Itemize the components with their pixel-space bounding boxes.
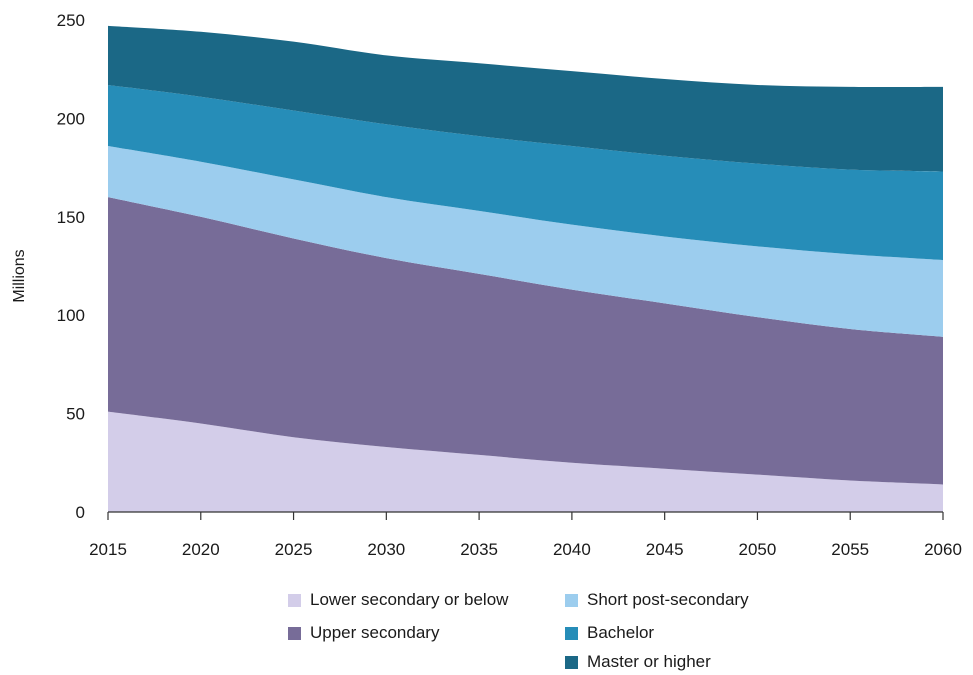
- y-tick-label: 250: [57, 11, 85, 30]
- x-tick-label: 2040: [553, 540, 591, 559]
- x-tick-label: 2055: [831, 540, 869, 559]
- legend-item-short-post-secondary: Short post-secondary: [565, 588, 749, 612]
- y-tick-label: 100: [57, 306, 85, 325]
- area-series-lower-secondary-or-below: [108, 411, 943, 512]
- legend-swatch-bachelor: [565, 626, 578, 640]
- legend-item-lower-secondary: Lower secondary or below: [288, 588, 508, 612]
- stacked-area-chart: 2015 2020 2025 2030 2035 2040 2045 2050 2055 2060…: [11, 11, 962, 559]
- legend: Lower secondary or below Upper secondary…: [288, 588, 848, 674]
- legend-label: Master or higher: [587, 652, 711, 671]
- y-tick-label: 50: [66, 405, 85, 424]
- y-tick-label: 0: [76, 503, 85, 522]
- x-axis-ticks: 2015 2020 2025 2030 2035 2040 2045 2050 2055 2060: [89, 512, 962, 559]
- legend-label: Bachelor: [587, 623, 655, 642]
- area-series-upper-secondary: [108, 197, 943, 485]
- y-tick-label: 200: [57, 109, 85, 128]
- y-axis-title: Millions: [11, 249, 28, 302]
- area-layers: [108, 25, 943, 512]
- legend-swatch-master-or-higher: [565, 655, 578, 669]
- legend-label: Upper secondary: [310, 623, 440, 642]
- legend-item-master-or-higher: Master or higher: [565, 650, 711, 674]
- x-tick-label: 2050: [739, 540, 777, 559]
- x-tick-label: 2020: [182, 540, 220, 559]
- area-series-bachelor: [108, 84, 943, 261]
- x-tick-label: 2015: [89, 540, 127, 559]
- area-series-master-or-higher: [108, 25, 943, 172]
- legend-item-upper-secondary: Upper secondary: [288, 621, 439, 645]
- legend-label: Lower secondary or below: [310, 590, 509, 609]
- legend-item-bachelor: Bachelor: [565, 621, 654, 645]
- legend-swatch-short-post-secondary: [565, 593, 578, 607]
- x-tick-label: 2045: [646, 540, 684, 559]
- x-tick-label: 2035: [460, 540, 498, 559]
- legend-label: Short post-secondary: [587, 590, 749, 609]
- area-series-short-post-secondary: [108, 145, 943, 337]
- y-tick-label: 150: [57, 208, 85, 227]
- legend-swatch-lower-secondary: [288, 593, 301, 607]
- y-axis-ticks: 0 50 100 150 200 250: [57, 11, 85, 522]
- x-tick-label: 2025: [275, 540, 313, 559]
- x-tick-label: 2060: [924, 540, 962, 559]
- legend-swatch-upper-secondary: [288, 626, 301, 640]
- x-tick-label: 2030: [367, 540, 405, 559]
